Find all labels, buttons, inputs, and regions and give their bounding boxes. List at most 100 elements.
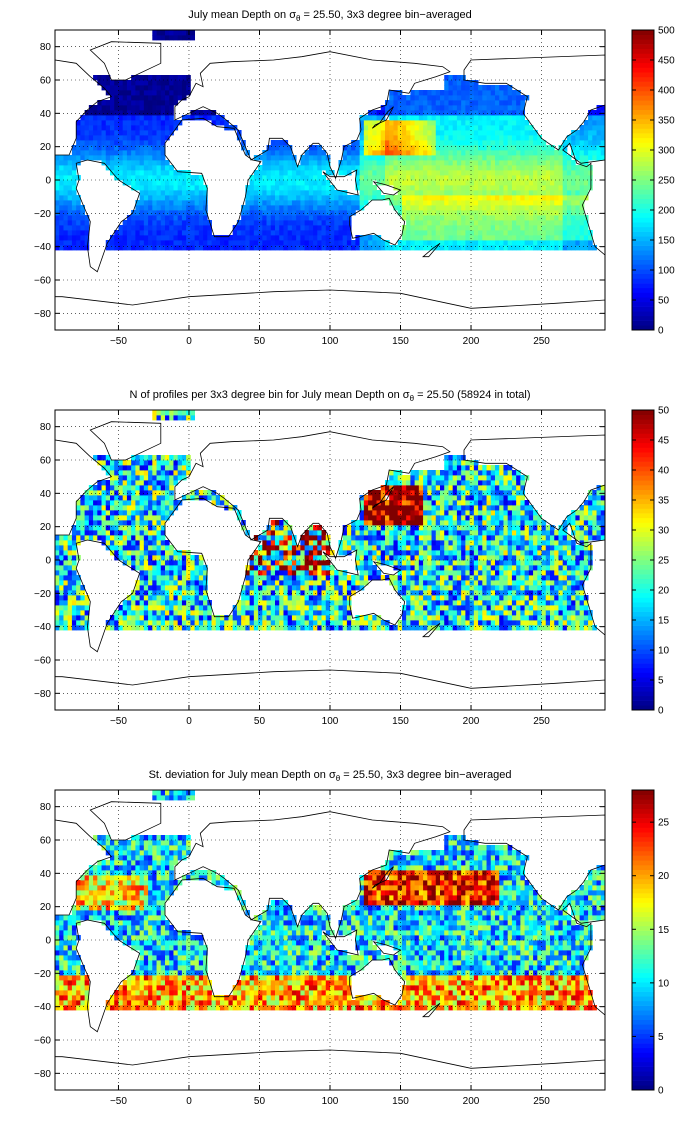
heat-cell (262, 625, 267, 630)
heat-cell (309, 535, 314, 540)
heat-cell (415, 625, 420, 630)
heat-cell (309, 195, 314, 200)
heat-cell (254, 185, 259, 190)
heat-cell (148, 160, 153, 165)
heat-cell (542, 200, 547, 205)
heat-cell (152, 565, 157, 570)
heat-cell (465, 200, 470, 205)
heat-cell (157, 160, 162, 165)
heat-cell (499, 220, 504, 225)
heat-cell (381, 530, 386, 535)
heat-cell (245, 225, 250, 230)
heat-cell (423, 620, 428, 625)
heat-cell (343, 540, 348, 545)
heat-cell (131, 100, 136, 105)
heat-cell (503, 105, 508, 110)
heat-cell (423, 610, 428, 615)
heat-cell (546, 190, 551, 195)
heat-cell (207, 245, 212, 250)
heat-cell (317, 235, 322, 240)
heat-cell (347, 580, 352, 585)
heat-cell (461, 190, 466, 195)
heat-cell (338, 235, 343, 240)
heat-cell (410, 230, 415, 235)
heat-cell (233, 240, 238, 245)
heat-cell (245, 210, 250, 215)
heat-cell (300, 170, 305, 175)
heat-cell (199, 200, 204, 205)
heat-cell (254, 590, 259, 595)
heat-cell (267, 175, 272, 180)
heat-cell (364, 550, 369, 555)
heat-cell (419, 490, 424, 495)
heat-cell (402, 95, 407, 100)
heat-cell (427, 110, 432, 115)
heat-cell (169, 480, 174, 485)
heat-cell (368, 150, 373, 155)
heat-cell (224, 245, 229, 250)
heat-cell (55, 215, 60, 220)
heat-cell (63, 180, 68, 185)
heat-cell (267, 625, 272, 630)
heat-cell (491, 185, 496, 190)
heat-cell (118, 615, 123, 620)
heat-cell (474, 175, 479, 180)
heat-cell (427, 565, 432, 570)
heat-cell (279, 160, 284, 165)
heat-cell (364, 565, 369, 570)
heat-cell (93, 525, 98, 530)
heat-cell (178, 605, 183, 610)
heat-cell (68, 535, 73, 540)
heat-cell (415, 120, 420, 125)
heat-cell (338, 240, 343, 245)
heat-cell (271, 240, 276, 245)
heat-cell (377, 625, 382, 630)
heat-cell (267, 200, 272, 205)
heat-cell (436, 155, 441, 160)
heat-cell (110, 140, 115, 145)
heat-cell (152, 245, 157, 250)
heat-cell (262, 615, 267, 620)
heat-cell (453, 155, 458, 160)
heat-cell (76, 600, 81, 605)
heat-cell (131, 220, 136, 225)
heat-cell (343, 620, 348, 625)
heat-cell (305, 225, 310, 230)
heat-cell (343, 225, 348, 230)
heat-cell (157, 115, 162, 120)
heat-cell (55, 190, 60, 195)
heat-cell (161, 215, 166, 220)
heat-cell (402, 145, 407, 150)
heat-cell (457, 110, 462, 115)
heat-cell (55, 625, 60, 630)
heat-cell (322, 555, 327, 560)
heat-cell (262, 190, 267, 195)
heat-cell (114, 105, 119, 110)
heat-cell (131, 240, 136, 245)
heat-cell (415, 510, 420, 515)
panel-1: July mean Depth on σθ = 25.50, 3x3 degre… (34, 9, 675, 347)
heat-cell (305, 620, 310, 625)
heat-cell (199, 225, 204, 230)
heat-cell (165, 90, 170, 95)
heat-cell (123, 490, 128, 495)
heat-cell (482, 195, 487, 200)
heat-cell (419, 495, 424, 500)
heat-cell (123, 510, 128, 515)
heat-cell (406, 105, 411, 110)
heat-cell (144, 555, 149, 560)
heat-cell (178, 80, 183, 85)
heat-cell (508, 220, 513, 225)
heat-cell (110, 470, 115, 475)
heat-cell (224, 235, 229, 240)
heat-cell (97, 150, 102, 155)
heat-cell (448, 180, 453, 185)
heat-cell (436, 100, 441, 105)
heat-cell (114, 505, 119, 510)
heat-cell (487, 125, 492, 130)
heat-cell (385, 150, 390, 155)
heat-cell (72, 205, 77, 210)
heat-cell (343, 575, 348, 580)
heat-cell (186, 235, 191, 240)
heat-cell (85, 535, 90, 540)
